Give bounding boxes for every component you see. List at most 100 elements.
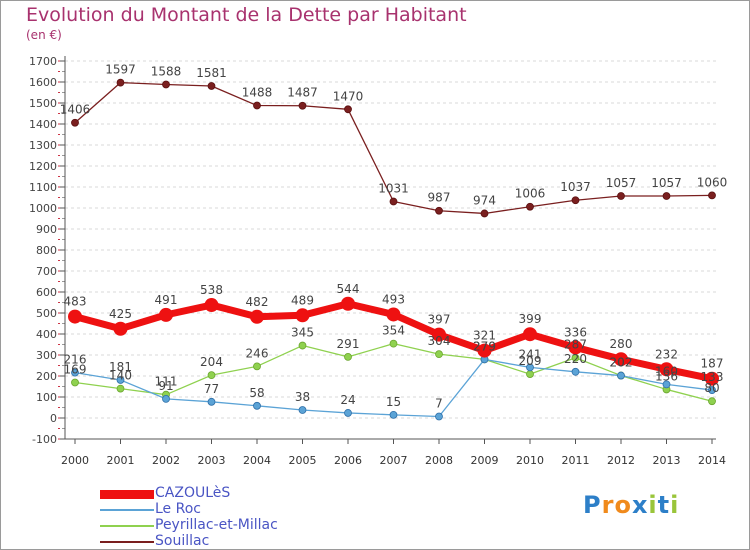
x-tick-label: 2007 [380, 454, 408, 467]
data-label: 181 [109, 360, 132, 374]
data-label: 491 [155, 293, 178, 307]
data-point [708, 397, 716, 406]
data-label: 216 [64, 353, 87, 367]
data-label: 279 [473, 339, 496, 353]
data-label: 538 [200, 283, 223, 297]
data-point [113, 321, 128, 336]
data-label: 1057 [606, 176, 637, 190]
data-label: 1487 [287, 86, 318, 100]
data-point [708, 191, 716, 200]
y-tick-label: 1300 [29, 139, 57, 152]
legend-swatch [100, 541, 154, 543]
data-point [68, 309, 82, 324]
x-tick-label: 2012 [607, 454, 635, 467]
legend-swatch [100, 489, 154, 499]
x-tick-label: 2005 [289, 454, 317, 467]
data-label: 209 [519, 354, 542, 368]
data-point [386, 307, 401, 322]
x-tick-label: 2000 [61, 454, 89, 467]
data-label: 304 [428, 334, 451, 348]
data-point [71, 118, 79, 127]
data-label: 399 [519, 312, 542, 326]
data-label: 321 [473, 329, 496, 343]
data-point [298, 341, 307, 350]
data-point [116, 78, 125, 87]
y-tick-label: 1600 [29, 76, 57, 89]
data-label: 397 [428, 313, 451, 327]
data-point [389, 410, 398, 419]
data-point [204, 298, 219, 313]
x-tick-label: 2002 [152, 454, 180, 467]
data-label: 111 [155, 375, 178, 389]
data-label: 1406 [60, 103, 91, 117]
data-point [435, 412, 443, 421]
x-tick-label: 2011 [562, 454, 590, 467]
data-label: 133 [701, 370, 724, 384]
data-label: 140 [109, 369, 132, 383]
data-label: 1057 [651, 176, 682, 190]
data-point [295, 308, 310, 323]
data-label: 241 [519, 347, 542, 361]
data-label: 287 [564, 338, 587, 352]
data-point [659, 362, 674, 377]
x-tick-label: 2013 [653, 454, 681, 467]
data-point [389, 339, 398, 348]
chart-unit-label: (en €) [26, 28, 62, 42]
x-tick-label: 2006 [334, 454, 362, 467]
data-point [480, 209, 489, 218]
legend-item: Peyrillac-et-Millac [100, 517, 360, 534]
chart-title: Evolution du Montant de la Dette par Hab… [26, 4, 467, 26]
y-tick-label: 1500 [29, 97, 57, 110]
data-point [253, 101, 261, 110]
data-label: 280 [610, 337, 633, 351]
x-tick-label: 2010 [516, 454, 544, 467]
data-label: 15 [386, 395, 401, 409]
data-point [568, 340, 583, 355]
data-label: 136 [655, 369, 678, 383]
x-tick-label: 2009 [471, 454, 499, 467]
data-point [708, 386, 716, 394]
data-label: 169 [64, 363, 87, 377]
data-point [435, 206, 443, 215]
data-point [207, 397, 216, 406]
data-label: 77 [204, 382, 219, 396]
data-point [526, 370, 534, 379]
y-tick-label: 100 [36, 391, 57, 404]
y-tick-label: 800 [36, 244, 57, 257]
data-label: 482 [246, 295, 269, 309]
data-label: 1470 [333, 89, 364, 103]
x-tick-label: 2008 [425, 454, 453, 467]
y-tick-label: 1000 [29, 202, 57, 215]
legend-item: Le Roc [100, 501, 360, 518]
data-point [162, 80, 170, 89]
y-tick-label: 0 [50, 412, 57, 425]
legend: CAZOULèS Le Roc Peyrillac-et-Millac Souilla… [100, 485, 360, 550]
y-tick-label: 1200 [29, 160, 57, 173]
data-label: 232 [655, 347, 678, 361]
data-point [526, 363, 534, 372]
data-label: 38 [295, 390, 310, 404]
data-label: 1037 [560, 180, 591, 194]
data-point [526, 202, 534, 211]
data-label: 7 [435, 397, 443, 411]
legend-label: CAZOULèS [155, 485, 231, 501]
data-point [253, 362, 261, 371]
data-label: 202 [610, 356, 633, 370]
data-point [298, 101, 307, 110]
y-tick-label: 1700 [29, 55, 57, 68]
y-tick-label: 300 [36, 349, 57, 362]
data-point [617, 371, 625, 380]
data-point [71, 378, 79, 387]
x-tick-label: 2004 [243, 454, 271, 467]
data-label: 425 [109, 307, 132, 321]
data-point [207, 82, 216, 90]
legend-swatch [100, 525, 154, 527]
data-label: 160 [655, 364, 678, 378]
y-tick-label: 600 [36, 286, 57, 299]
data-label: 202 [610, 356, 633, 370]
data-label: 279 [473, 339, 496, 353]
data-label: 1488 [242, 86, 273, 100]
data-point [162, 394, 170, 403]
data-label: 91 [158, 379, 173, 393]
data-label: 987 [428, 191, 451, 205]
